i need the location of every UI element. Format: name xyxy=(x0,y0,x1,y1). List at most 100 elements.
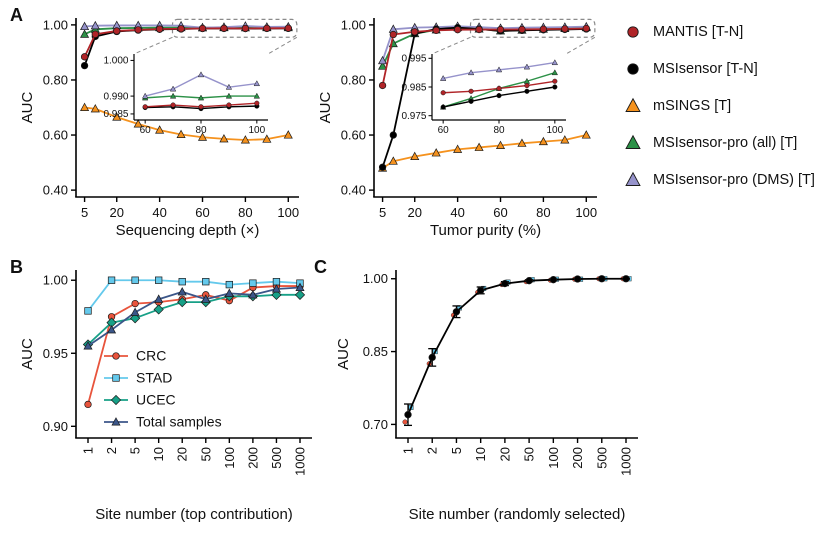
svg-text:1: 1 xyxy=(401,447,416,454)
y-axis-label: AUC xyxy=(19,91,36,123)
chart-tumor-purity: 0.40 0.60 0.80 1.00 5 20 40 60 80 100 Tumor purity… xyxy=(317,17,597,239)
circle-marker-icon xyxy=(627,63,639,75)
svg-text:100: 100 xyxy=(546,125,563,136)
series-mantis-t-n- xyxy=(80,24,292,61)
legend-label: MANTIS [T-N] xyxy=(653,24,744,40)
svg-text:0.995: 0.995 xyxy=(401,54,426,65)
svg-text:50: 50 xyxy=(198,447,213,461)
panel-a-label: A xyxy=(10,5,23,25)
legend-item: MSIsensor [T-N] xyxy=(622,59,815,79)
svg-text:80: 80 xyxy=(493,125,505,136)
svg-text:0.975: 0.975 xyxy=(401,111,426,122)
legend-item: MANTIS [T-N] xyxy=(622,22,815,42)
svg-text:CRC: CRC xyxy=(136,348,166,364)
legend-label: mSINGS [T] xyxy=(653,98,732,114)
svg-text:0.85: 0.85 xyxy=(363,344,388,359)
svg-text:1000: 1000 xyxy=(293,447,308,476)
svg-text:0.90: 0.90 xyxy=(43,419,68,434)
svg-text:1.00: 1.00 xyxy=(341,17,366,32)
triangle-marker-icon xyxy=(625,97,641,112)
svg-text:40: 40 xyxy=(450,205,464,220)
svg-text:1: 1 xyxy=(81,447,96,454)
svg-text:20: 20 xyxy=(408,205,422,220)
series-total-samples xyxy=(83,282,305,350)
svg-text:0.95: 0.95 xyxy=(43,346,68,361)
triangle-marker-icon xyxy=(625,171,641,186)
svg-text:200: 200 xyxy=(245,447,260,469)
svg-text:5: 5 xyxy=(81,205,88,220)
chart-site-number-randomly-selected: 0.70 0.85 1.00 1 2 5 10 20 50 100 200 500 1000 Site n… xyxy=(335,270,638,523)
zoom-highlight-box xyxy=(171,18,298,38)
legend-item: mSINGS [T] xyxy=(622,96,815,116)
legend-label: MSIsensor-pro (all) [T] xyxy=(653,135,798,151)
series-msings-t- xyxy=(80,102,293,144)
svg-text:80: 80 xyxy=(238,205,252,220)
zoom-highlight-box xyxy=(469,18,596,38)
svg-text:5: 5 xyxy=(128,447,143,454)
svg-text:5: 5 xyxy=(449,447,464,454)
svg-text:0.40: 0.40 xyxy=(341,183,366,198)
x-axis-label: Site number (top contribution) xyxy=(95,506,293,523)
svg-text:1.000: 1.000 xyxy=(103,56,128,67)
svg-text:10: 10 xyxy=(473,447,488,461)
inset-axes: 0.985 0.990 1.000 60 80 100 xyxy=(103,54,268,136)
chart-sequencing-depth: 0.40 0.60 0.80 1.00 5 20 40 60 80 100 Sequencing d… xyxy=(19,17,299,239)
series-msisensor-t-n- xyxy=(378,23,590,171)
svg-text:Total samples: Total samples xyxy=(136,414,222,430)
series-mantis-t-n- xyxy=(378,24,590,90)
svg-text:100: 100 xyxy=(575,205,597,220)
svg-text:80: 80 xyxy=(536,205,550,220)
x-axis-label: Sequencing depth (×) xyxy=(116,222,260,239)
legend-label: MSIsensor-pro (DMS) [T] xyxy=(653,172,815,188)
svg-text:100: 100 xyxy=(248,125,265,136)
svg-text:2: 2 xyxy=(104,447,119,454)
svg-text:5: 5 xyxy=(379,205,386,220)
svg-text:0.985: 0.985 xyxy=(103,109,128,120)
svg-text:1.00: 1.00 xyxy=(363,271,388,286)
svg-text:20: 20 xyxy=(497,447,512,461)
svg-text:0.60: 0.60 xyxy=(341,128,366,143)
series-msings-t- xyxy=(378,130,591,172)
svg-text:50: 50 xyxy=(522,447,537,461)
svg-text:80: 80 xyxy=(195,125,207,136)
legend-item: MSIsensor-pro (all) [T] xyxy=(622,133,815,153)
svg-text:0.80: 0.80 xyxy=(43,72,68,87)
triangle-marker-icon xyxy=(625,134,641,149)
chart-site-number-top-contribution: 0.90 0.95 1.00 1 2 5 10 20 50 100 200 500 1000 Site n… xyxy=(19,270,312,523)
svg-text:500: 500 xyxy=(594,447,609,469)
y-axis-label: AUC xyxy=(19,338,36,370)
svg-text:0.40: 0.40 xyxy=(43,183,68,198)
svg-text:60: 60 xyxy=(438,125,450,136)
y-axis-label: AUC xyxy=(317,91,334,123)
series-ucec xyxy=(82,289,306,350)
svg-text:100: 100 xyxy=(546,447,561,469)
svg-text:100: 100 xyxy=(222,447,237,469)
y-axis-label: AUC xyxy=(335,338,352,370)
svg-text:0.60: 0.60 xyxy=(43,128,68,143)
panel-b-label: B xyxy=(10,257,23,277)
svg-text:0.990: 0.990 xyxy=(103,91,128,102)
series-mean-of-random-site-sets xyxy=(404,275,630,427)
svg-text:20: 20 xyxy=(175,447,190,461)
legend: MANTIS [T-N] MSIsensor [T-N] mSINGS [T] MSI… xyxy=(622,22,815,190)
svg-text:UCEC: UCEC xyxy=(136,392,176,408)
svg-text:20: 20 xyxy=(110,205,124,220)
svg-text:0.70: 0.70 xyxy=(363,417,388,432)
svg-text:1000: 1000 xyxy=(619,447,634,476)
legend-label: MSIsensor [T-N] xyxy=(653,61,758,77)
svg-text:1.00: 1.00 xyxy=(43,17,68,32)
x-axis-label: Tumor purity (%) xyxy=(430,222,541,239)
inner-legend: CRC STAD UCEC Total samples xyxy=(104,348,222,430)
svg-text:40: 40 xyxy=(152,205,166,220)
svg-text:60: 60 xyxy=(140,125,152,136)
inset-axes: 0.975 0.985 0.995 60 80 100 xyxy=(401,54,566,136)
svg-text:10: 10 xyxy=(151,447,166,461)
svg-text:60: 60 xyxy=(195,205,209,220)
svg-text:100: 100 xyxy=(277,205,299,220)
svg-text:2: 2 xyxy=(425,447,440,454)
svg-text:0.985: 0.985 xyxy=(401,82,426,93)
svg-text:60: 60 xyxy=(493,205,507,220)
svg-text:0.80: 0.80 xyxy=(341,72,366,87)
legend-item: MSIsensor-pro (DMS) [T] xyxy=(622,170,815,190)
